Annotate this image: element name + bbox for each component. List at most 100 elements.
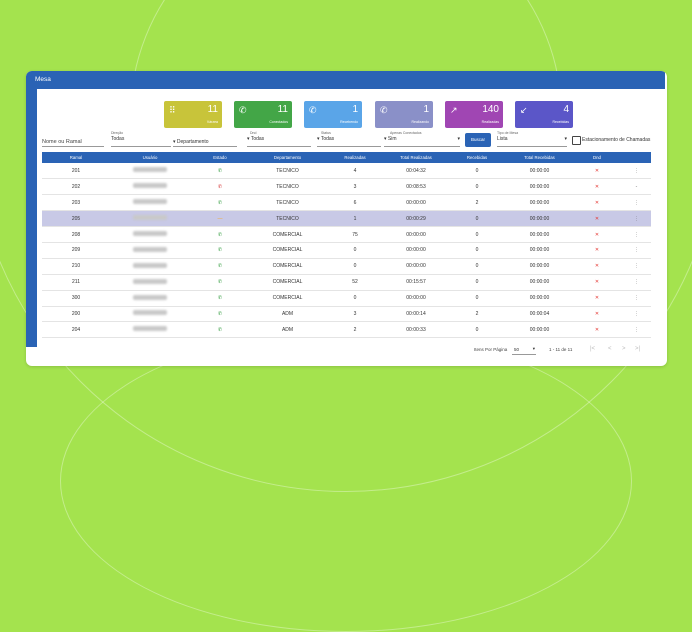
- user-name-redacted: [133, 294, 167, 300]
- stat-value: 11: [207, 104, 218, 115]
- status-select[interactable]: Status ▾ Todas: [317, 131, 381, 147]
- per-page-select[interactable]: 50 ▾: [512, 344, 536, 355]
- chevron-down-icon: ▾: [247, 136, 251, 142]
- nome-field[interactable]: Nome ou Ramal: [42, 135, 104, 147]
- departamento-select[interactable]: ▾ Departamento: [173, 135, 237, 147]
- ramal-cell: 209: [71, 247, 81, 254]
- column-header[interactable]: Dnd: [593, 155, 601, 160]
- column-header[interactable]: [622, 152, 651, 163]
- table-row[interactable]: 205 — TECNICO 1 00:00:29 0 00:00:00 ✕ ⋮: [42, 210, 651, 227]
- user-cell: [110, 290, 190, 306]
- dnd-select[interactable]: Dnd ▾ Todas: [247, 131, 311, 147]
- more-vert-icon[interactable]: ⋮: [634, 215, 639, 222]
- user-name-redacted: [133, 199, 167, 205]
- close-icon[interactable]: ✕: [594, 247, 600, 254]
- table-row[interactable]: 300 ✆ COMERCIAL 0 00:00:00 0 00:00:00 ✕ ⋮: [42, 290, 651, 307]
- table-row[interactable]: 201 ✆ TECNICO 4 00:04:32 0 00:00:00 ✕ ⋮: [42, 163, 651, 179]
- table-row[interactable]: 211 ✆ COMERCIAL 52 00:15:57 0 00:00:00 ✕ ⋮: [42, 274, 651, 291]
- user-name-redacted: [133, 326, 167, 332]
- close-icon[interactable]: ✕: [594, 199, 600, 206]
- close-icon[interactable]: ✕: [594, 263, 600, 270]
- more-vert-icon[interactable]: ⋮: [634, 279, 639, 286]
- close-icon[interactable]: ✕: [594, 326, 600, 333]
- table-row[interactable]: 204 ✆ ADM 2 00:00:33 0 00:00:00 ✕ ⋮: [42, 322, 651, 338]
- table-row[interactable]: 209 ✆ COMERCIAL 0 00:00:00 0 00:00:00 ✕ ⋮: [42, 242, 651, 259]
- recebidas-cell: 0: [475, 183, 479, 190]
- more-vert-icon[interactable]: -: [635, 183, 638, 190]
- column-header[interactable]: Total Realizadas: [400, 155, 432, 160]
- ramal-cell: 300: [71, 295, 81, 302]
- chevron-down-icon: ▾: [173, 139, 177, 145]
- phone-connected-icon: ✆: [217, 279, 223, 286]
- total-recebidas-cell: 00:00:04: [529, 310, 550, 317]
- dnd-cell: ✕: [572, 195, 622, 211]
- first-page-icon[interactable]: |<: [590, 346, 596, 352]
- departamento-cell: TECNICO: [276, 199, 299, 206]
- dnd-label: Dnd: [250, 131, 257, 135]
- close-icon[interactable]: ✕: [594, 310, 600, 317]
- estado-cell: —: [190, 211, 250, 227]
- table-row[interactable]: 208 ✆ COMERCIAL 75 00:00:00 0 00:00:00 ✕ ⋮: [42, 227, 651, 243]
- total-recebidas-cell: 00:00:00: [529, 263, 550, 270]
- tipo-mesa-select[interactable]: Tipo de Mesa Lista ▾: [497, 131, 567, 147]
- departamento-cell: COMERCIAL: [272, 279, 303, 286]
- recebidas-cell: 0: [475, 231, 479, 238]
- row-menu-cell: ⋮: [622, 274, 651, 290]
- prev-page-icon[interactable]: <: [608, 346, 612, 352]
- row-menu-cell: ⋮: [622, 322, 651, 338]
- more-vert-icon[interactable]: ⋮: [634, 263, 639, 270]
- column-header[interactable]: Total Recebidas: [524, 155, 555, 160]
- table-row[interactable]: 210 ✆ COMERCIAL 0 00:00:00 0 00:00:00 ✕ ⋮: [42, 258, 651, 275]
- estacionamento-checkbox[interactable]: [572, 136, 581, 145]
- close-icon[interactable]: ✕: [594, 215, 600, 222]
- column-header[interactable]: Realizadas: [344, 155, 366, 160]
- close-icon[interactable]: ✕: [594, 231, 600, 238]
- dnd-cell: ✕: [572, 163, 622, 179]
- total-recebidas-cell: 00:00:00: [529, 215, 550, 222]
- estado-cell: ✆: [190, 179, 250, 195]
- more-vert-icon[interactable]: ⋮: [634, 167, 639, 174]
- column-header[interactable]: Estado: [213, 155, 227, 160]
- stat-value: 4: [563, 104, 569, 115]
- departamento-cell: COMERCIAL: [272, 263, 303, 270]
- estado-cell: ✆: [190, 195, 250, 211]
- last-page-icon[interactable]: >|: [635, 346, 641, 352]
- user-name-redacted: [133, 246, 167, 252]
- stat-label: Realizando: [411, 120, 429, 124]
- close-icon[interactable]: ✕: [594, 167, 600, 174]
- estado-cell: ✆: [190, 274, 250, 290]
- dnd-cell: ✕: [572, 290, 622, 306]
- realizadas-cell: 4: [353, 167, 357, 174]
- direcao-select[interactable]: Direção Todas: [111, 131, 171, 147]
- total-realizadas-cell: 00:00:29: [406, 215, 426, 222]
- close-icon[interactable]: ✕: [594, 295, 600, 302]
- column-header[interactable]: Departamento: [273, 155, 302, 160]
- table-row[interactable]: 203 ✆ TECNICO 6 00:00:00 2 00:00:00 ✕ ⋮: [42, 195, 651, 211]
- dnd-value: ▾ Todas: [247, 136, 265, 142]
- column-header[interactable]: Recebidas: [466, 155, 488, 160]
- table-row[interactable]: 202 ✆ TECNICO 3 00:08:53 0 00:00:00 ✕ -: [42, 179, 651, 195]
- estado-cell: ✆: [190, 163, 250, 179]
- chevron-down-icon: ▾: [317, 136, 321, 142]
- dnd-cell: ✕: [572, 306, 622, 322]
- close-icon[interactable]: ✕: [594, 183, 600, 190]
- more-vert-icon[interactable]: ⋮: [634, 326, 639, 333]
- more-vert-icon[interactable]: ⋮: [634, 295, 639, 302]
- stat-label: Realizadas: [481, 120, 499, 124]
- more-vert-icon[interactable]: ⋮: [634, 247, 639, 254]
- row-menu-cell: ⋮: [622, 242, 651, 258]
- more-vert-icon[interactable]: ⋮: [634, 310, 639, 317]
- column-header[interactable]: Usuário: [142, 155, 158, 160]
- more-vert-icon[interactable]: ⋮: [634, 231, 639, 238]
- conectados-select[interactable]: Apenas Conectados ▾ Sim ▾: [384, 131, 460, 147]
- row-menu-cell: ⋮: [622, 258, 651, 274]
- total-recebidas-cell: 00:00:00: [529, 295, 550, 302]
- more-vert-icon[interactable]: ⋮: [634, 199, 639, 206]
- table-row[interactable]: 200 ✆ ADM 3 00:00:14 2 00:00:04 ✕ ⋮: [42, 306, 651, 322]
- user-cell: [110, 274, 190, 290]
- column-header[interactable]: Ramal: [69, 155, 83, 160]
- close-icon[interactable]: ✕: [594, 279, 600, 286]
- next-page-icon[interactable]: >: [622, 346, 626, 352]
- search-button[interactable]: Buscar: [465, 133, 491, 147]
- content-area: ⠿ 11 Várzea ✆ 11 Conectados ✆ 1 Recebendo ✆ 1 Reali…: [37, 89, 656, 366]
